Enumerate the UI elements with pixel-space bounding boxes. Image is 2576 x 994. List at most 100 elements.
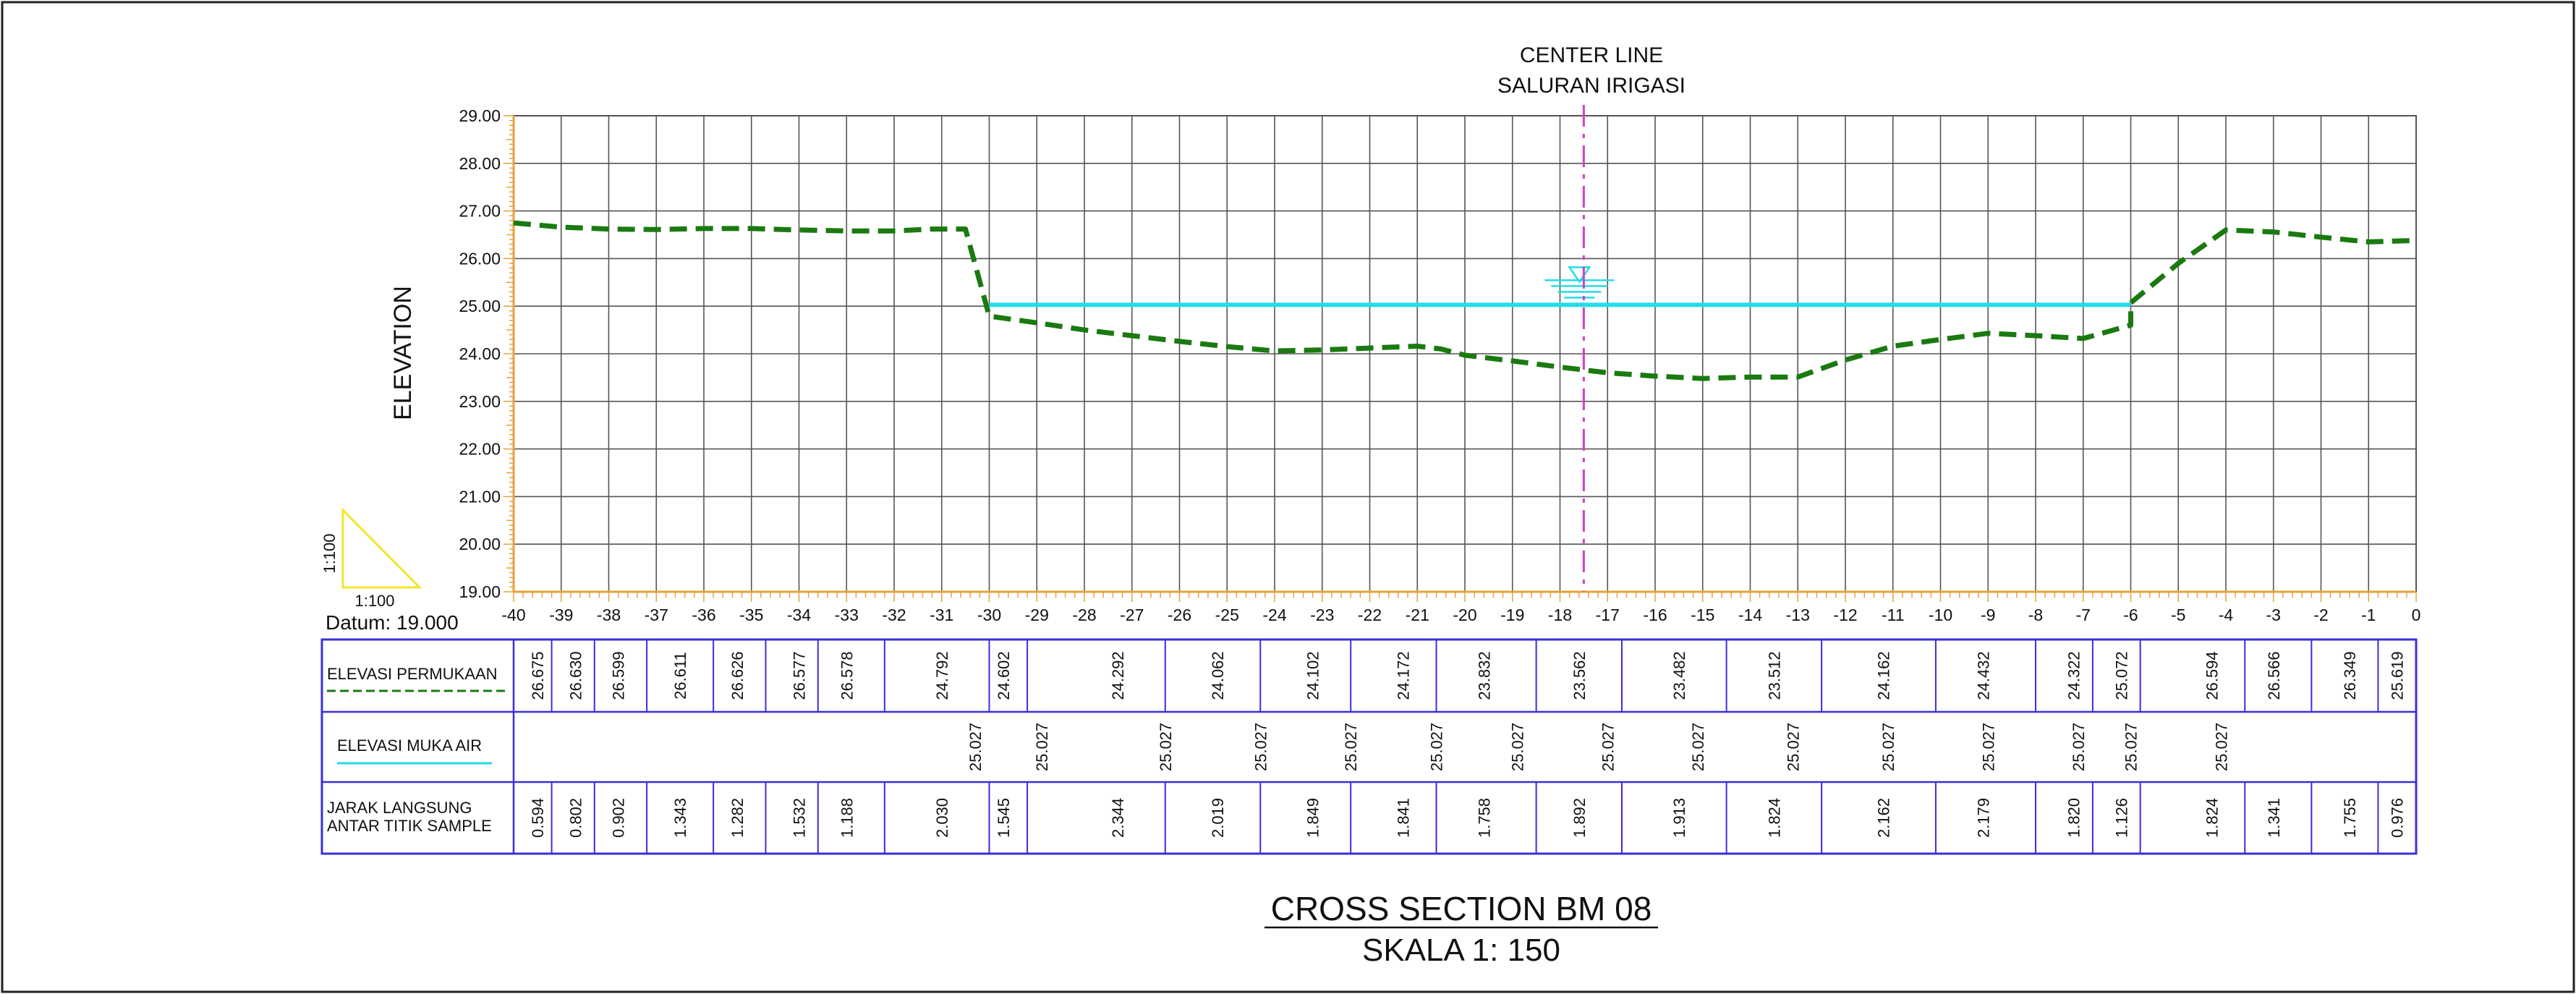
table-row-labels: ELEVASI PERMUKAAN ELEVASI MUKA AIR JARAK… <box>327 665 498 835</box>
center-line-subtitle: SALURAN IRIGASI <box>1497 74 1686 98</box>
x-tick-label: -5 <box>2171 606 2185 624</box>
distance-value: 1.545 <box>995 798 1013 838</box>
y-tick-label: 28.00 <box>459 154 501 173</box>
y-tick-label: 21.00 <box>459 487 501 506</box>
surface-elevation-value: 24.792 <box>933 651 951 700</box>
distance-value: 2.344 <box>1109 798 1127 838</box>
distance-value: 1.532 <box>791 798 809 838</box>
y-tick-label: 22.00 <box>459 440 501 459</box>
x-tick-label: -30 <box>977 606 1001 624</box>
water-elevation-value: 25.027 <box>1157 723 1175 771</box>
x-tick-label: -39 <box>549 606 573 624</box>
x-tick-label: -2 <box>2313 606 2328 624</box>
x-tick-label: -1 <box>2361 606 2376 624</box>
datum-label: Datum: 19.000 <box>326 611 459 634</box>
distance-value: 1.824 <box>1765 798 1783 838</box>
x-tick-label: -21 <box>1406 606 1429 624</box>
water-elevation-value: 25.027 <box>2212 723 2230 771</box>
surface-elevation-value: 23.562 <box>1570 651 1589 700</box>
distance-value: 1.282 <box>728 798 747 838</box>
water-elevation-value: 25.027 <box>1879 723 1897 771</box>
y-tick-label: 19.00 <box>459 582 501 601</box>
water-elevation-value: 25.027 <box>966 723 985 771</box>
x-tick-label: -37 <box>645 606 668 624</box>
surface-elevation-value: 26.349 <box>2341 651 2359 700</box>
x-tick-label: -13 <box>1786 606 1810 624</box>
surface-elevation-value: 25.072 <box>2112 651 2130 700</box>
surface-elevation-value: 24.062 <box>1209 651 1227 700</box>
surface-elevation-value: 24.292 <box>1109 651 1127 700</box>
x-tick-label: -24 <box>1262 606 1286 624</box>
distance-value: 1.126 <box>2112 798 2130 838</box>
surface-elevation-value: 23.512 <box>1765 651 1783 700</box>
scale-vertical: 1:100 <box>320 533 339 573</box>
section-title: CROSS SECTION BM 08 <box>1271 890 1652 927</box>
row-label-surface: ELEVASI PERMUKAAN <box>327 665 498 683</box>
x-tick-label: -18 <box>1548 606 1572 624</box>
distance-value: 1.892 <box>1570 798 1589 838</box>
surface-elevation-value: 24.102 <box>1304 651 1322 700</box>
x-tick-label: -40 <box>501 606 525 624</box>
surface-elevation-value: 24.172 <box>1395 651 1413 700</box>
surface-elevation-value: 23.832 <box>1475 651 1493 700</box>
row-label-distance-1: JARAK LANGSUNG <box>327 799 472 817</box>
axis-ruler-ticks <box>503 115 2417 602</box>
water-elevation-value: 25.027 <box>1599 723 1617 771</box>
row-label-distance-2: ANTAR TITIK SAMPLE <box>327 817 492 835</box>
row-label-water: ELEVASI MUKA AIR <box>337 736 482 755</box>
y-tick-labels: 19.00 20.00 21.00 22.00 23.00 24.00 25.00 26.00… <box>459 106 501 601</box>
y-tick-label: 23.00 <box>459 392 501 411</box>
center-line-title: CENTER LINE <box>1520 43 1663 67</box>
surface-elevation-value: 25.619 <box>2389 651 2407 700</box>
x-tick-label: -4 <box>2219 606 2234 624</box>
distance-value: 1.849 <box>1304 798 1322 838</box>
x-tick-label: 0 <box>2412 606 2421 624</box>
water-elevation-value: 25.027 <box>1428 723 1446 771</box>
surface-elevation-value: 26.577 <box>791 651 809 700</box>
y-tick-label: 29.00 <box>459 106 501 125</box>
x-tick-label: -29 <box>1025 606 1049 624</box>
surface-elevation-value: 26.578 <box>838 651 856 700</box>
scale-horizontal: 1:100 <box>354 592 394 610</box>
distance-value: 1.188 <box>838 798 856 838</box>
water-elevation-value: 25.027 <box>1033 723 1051 771</box>
x-tick-label: -20 <box>1453 606 1476 624</box>
y-tick-label: 24.00 <box>459 344 501 363</box>
x-tick-label: -17 <box>1596 606 1620 624</box>
surface-elevation-value: 24.322 <box>2065 651 2083 700</box>
table-frame <box>320 638 2418 855</box>
x-tick-label: -15 <box>1691 606 1714 624</box>
surface-elevation-value: 26.675 <box>529 651 547 700</box>
distance-value: 0.594 <box>529 798 547 838</box>
surface-elevation-value: 26.599 <box>610 651 628 700</box>
water-elevation-value: 25.027 <box>1251 723 1270 771</box>
scale-triangle: 1:100 1:100 <box>320 507 422 610</box>
surface-elevation-value: 24.162 <box>1875 651 1893 700</box>
y-tick-label: 20.00 <box>459 535 501 553</box>
surface-elevation-value: 26.566 <box>2265 651 2283 700</box>
distance-value: 0.902 <box>610 798 628 838</box>
x-tick-label: -6 <box>2123 606 2138 624</box>
x-tick-label: -26 <box>1168 606 1191 624</box>
water-elevation-value: 25.027 <box>1785 723 1803 771</box>
distance-value: 1.824 <box>2203 798 2221 838</box>
x-tick-label: -28 <box>1072 606 1096 624</box>
surface-elevation-value: 24.602 <box>995 651 1013 700</box>
x-tick-labels: -40 -39 -38 -37 -36 -35 -34 -33 -32 -31 -30 -29 -28-… <box>501 606 2420 624</box>
surface-elevation-value: 26.611 <box>671 652 689 700</box>
water-level-symbol <box>1544 266 1615 299</box>
x-tick-label: -33 <box>835 606 859 624</box>
water-elevation-value: 25.027 <box>1508 723 1526 771</box>
y-tick-label: 27.00 <box>459 202 501 221</box>
x-tick-label: -10 <box>1929 606 1952 624</box>
x-tick-label: -14 <box>1738 606 1762 624</box>
distance-value: 1.341 <box>2265 798 2283 838</box>
distance-value: 1.820 <box>2065 798 2083 838</box>
table-values: 26.675 26.630 26.599 26.611 26.626 26.577 26.5… <box>529 651 2407 838</box>
x-tick-label: -11 <box>1882 606 1905 624</box>
distance-value: 2.030 <box>933 798 951 838</box>
x-tick-label: -34 <box>787 606 811 624</box>
x-tick-label: -38 <box>597 606 621 624</box>
x-tick-label: -19 <box>1500 606 1524 624</box>
